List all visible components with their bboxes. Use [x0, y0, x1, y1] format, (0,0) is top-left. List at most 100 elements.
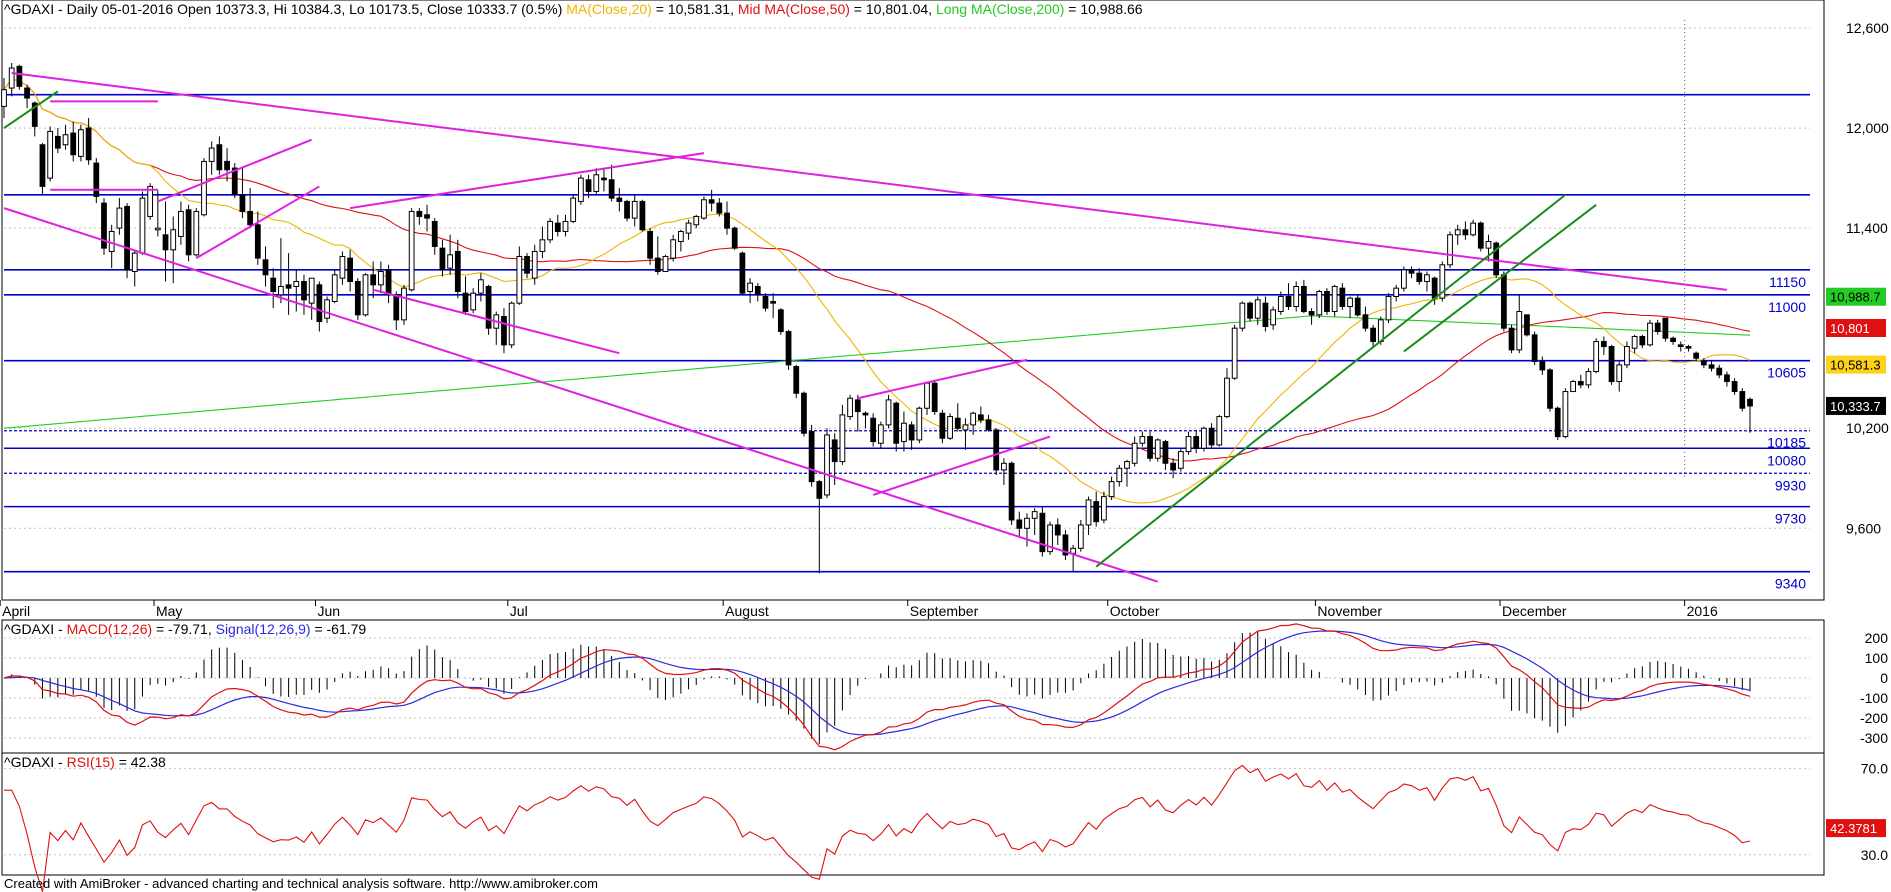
candle [285, 253, 292, 315]
candle-body-down [1539, 361, 1546, 371]
candle-body-up [470, 292, 477, 311]
candle-body-up [1101, 496, 1107, 521]
trendlines [3, 72, 1728, 583]
candle [1, 78, 7, 119]
candle-body-up [293, 280, 300, 287]
candle-body-down [1408, 269, 1415, 274]
candle-body-down [624, 200, 630, 219]
candle [1447, 231, 1453, 269]
candle-body-up [1139, 436, 1146, 444]
candle [1162, 439, 1169, 470]
macd-axis-ticks: 200 100 0 -100 -200 -300 [1860, 630, 1888, 746]
candle-body-down [262, 259, 269, 276]
candle-body-down [1431, 277, 1438, 299]
candle [947, 413, 953, 440]
candle [454, 239, 461, 299]
candle-body-down [385, 269, 392, 296]
candle-body-down [1554, 407, 1561, 438]
candle-body-down [54, 135, 61, 149]
candle [1600, 336, 1607, 355]
candle-body-up [1347, 297, 1353, 308]
candle-body-down [554, 222, 561, 232]
candle [70, 121, 77, 162]
candle [401, 284, 407, 325]
candle-body-up [1177, 451, 1184, 469]
candle-body-up [1316, 290, 1323, 316]
price-header: ^GDAXI - Daily 05-01-2016 Open 10373.3, … [4, 1, 1143, 17]
candle-body-up [1201, 427, 1207, 449]
candle-body-up [947, 416, 953, 439]
ma20-line [3, 78, 1751, 504]
candle-body-down [1739, 391, 1746, 409]
header-ma20-label: MA(Close,20) [566, 1, 652, 17]
candle-body-down [1477, 222, 1484, 249]
price-tick-label: 10,200 [1846, 420, 1889, 436]
candle [716, 198, 723, 217]
candle-body-down [831, 439, 838, 463]
candle [339, 251, 346, 285]
candle [1485, 234, 1492, 262]
candle [1247, 301, 1253, 322]
level-label: 9930 [1775, 477, 1806, 493]
level-label: 10080 [1767, 452, 1806, 468]
candle-body-down [1577, 381, 1584, 386]
candle-body-up [1131, 442, 1138, 464]
candle [1585, 368, 1592, 389]
candle [1124, 459, 1130, 487]
candle-body-up [193, 210, 200, 256]
candle [1208, 423, 1215, 449]
candle-body-up [1424, 274, 1430, 282]
candle-body-up [685, 222, 692, 234]
candle-body-up [1400, 269, 1407, 289]
candle [816, 479, 823, 574]
candle-body-down [616, 197, 623, 202]
month-label: 2016 [1687, 603, 1718, 619]
candle [147, 183, 154, 220]
candle-body-down [185, 209, 192, 256]
candle-body-down [1339, 287, 1346, 308]
candle-body-down [416, 210, 423, 217]
candle [993, 428, 1000, 475]
candle-body-up [693, 215, 700, 226]
candle-body-down [1493, 242, 1500, 276]
candle-body-down [908, 424, 915, 441]
candle [708, 189, 715, 212]
candle [1608, 344, 1615, 385]
candle [301, 274, 307, 315]
tag-ma200: 10,988.7 [1830, 290, 1881, 305]
candle-body-up [1270, 309, 1277, 326]
candle-body-up [1516, 311, 1523, 351]
macd-lines [3, 623, 1751, 751]
candle-body-up [1631, 336, 1638, 349]
candle [239, 168, 246, 219]
candle-body-down [1354, 297, 1361, 316]
candle [1631, 334, 1638, 354]
candle [1347, 296, 1353, 319]
candle-body-down [239, 194, 246, 212]
candle [1270, 306, 1277, 330]
candle-body-up [1485, 240, 1492, 249]
candle-body-down [1324, 290, 1330, 313]
candle [470, 288, 477, 314]
footer-credit: Created with AmiBroker - advanced charti… [4, 876, 598, 891]
candle-body-down [762, 295, 769, 309]
candle [231, 163, 238, 199]
candle [408, 208, 415, 292]
candle-body-down [793, 366, 800, 394]
candle-body-up [62, 134, 69, 146]
ma200-line [3, 315, 1751, 429]
candle [1554, 406, 1561, 440]
candle-body-up [847, 397, 853, 418]
tag-ma20-bg [1826, 355, 1886, 374]
candlesticks [1, 63, 1753, 574]
candle [462, 276, 469, 315]
candle-body-down [1685, 346, 1692, 349]
candle-body-up [47, 130, 54, 179]
candle [1077, 519, 1084, 552]
candle [54, 128, 61, 154]
candle-body-up [1647, 322, 1653, 346]
candle-body-down [254, 224, 261, 259]
candle [501, 308, 507, 354]
candle-body-up [1224, 377, 1230, 418]
candle-body-down [808, 431, 815, 483]
